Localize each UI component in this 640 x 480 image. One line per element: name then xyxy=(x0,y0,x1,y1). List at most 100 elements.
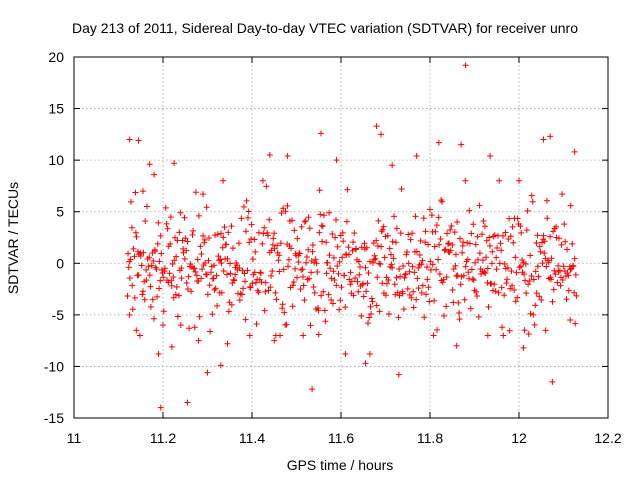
data-point xyxy=(312,256,319,263)
data-point xyxy=(496,260,503,267)
data-point xyxy=(139,188,146,195)
data-point xyxy=(182,235,189,242)
data-point xyxy=(482,270,489,277)
data-point xyxy=(406,292,413,299)
data-point xyxy=(557,282,564,289)
data-point xyxy=(373,237,380,244)
data-point xyxy=(269,268,276,275)
data-point xyxy=(409,263,416,270)
data-point xyxy=(513,269,520,276)
data-point xyxy=(311,289,318,296)
data-point xyxy=(246,332,253,339)
data-point xyxy=(249,256,256,263)
data-point xyxy=(474,293,481,300)
data-point xyxy=(192,268,199,275)
data-point xyxy=(197,243,204,250)
data-point xyxy=(203,204,210,211)
data-point xyxy=(447,226,454,233)
data-point xyxy=(388,261,395,268)
data-point xyxy=(244,267,251,274)
data-point xyxy=(164,225,171,232)
data-point xyxy=(158,267,165,274)
data-point xyxy=(225,308,232,315)
data-point xyxy=(156,258,163,265)
data-point xyxy=(333,216,340,223)
data-point xyxy=(374,242,381,249)
data-point xyxy=(199,266,206,273)
data-point xyxy=(535,273,542,280)
data-point xyxy=(304,276,311,283)
data-point xyxy=(353,245,360,252)
data-point xyxy=(506,215,513,222)
data-point xyxy=(366,351,373,358)
data-point xyxy=(266,216,273,223)
data-point xyxy=(459,249,466,256)
data-point xyxy=(177,209,184,216)
data-point xyxy=(517,263,524,270)
data-point xyxy=(433,266,440,273)
data-point xyxy=(428,212,435,219)
data-point xyxy=(302,217,309,224)
data-point xyxy=(414,275,421,282)
data-point xyxy=(372,255,379,262)
data-point xyxy=(154,293,161,300)
x-tick-label: 11.4 xyxy=(239,430,265,446)
data-point xyxy=(217,362,224,369)
data-point xyxy=(510,239,517,246)
data-point xyxy=(571,148,578,155)
data-point xyxy=(461,296,468,303)
data-point xyxy=(337,297,344,304)
data-point xyxy=(194,256,201,263)
data-point xyxy=(534,232,541,239)
data-point xyxy=(262,288,269,295)
data-point xyxy=(560,263,567,270)
data-point xyxy=(279,301,286,308)
data-point xyxy=(484,279,491,286)
data-point xyxy=(144,203,151,210)
data-point xyxy=(365,270,372,277)
data-point xyxy=(215,253,222,260)
x-tick-label: 11 xyxy=(67,430,82,446)
data-point xyxy=(127,256,134,263)
data-point xyxy=(183,279,190,286)
data-point xyxy=(565,272,572,279)
data-point xyxy=(125,250,132,257)
data-point xyxy=(373,302,380,309)
data-point xyxy=(263,183,270,190)
data-point xyxy=(316,229,323,236)
data-point xyxy=(214,231,221,238)
data-point xyxy=(561,221,568,228)
data-point xyxy=(378,228,385,235)
data-point xyxy=(291,227,298,234)
data-point xyxy=(210,262,217,269)
data-point xyxy=(238,291,245,298)
data-point xyxy=(338,284,345,291)
data-point xyxy=(132,229,139,236)
data-point xyxy=(567,266,574,273)
data-point xyxy=(170,294,177,301)
data-point xyxy=(423,264,430,271)
data-point xyxy=(138,262,145,269)
data-point xyxy=(395,314,402,321)
data-point xyxy=(167,240,174,247)
data-point xyxy=(131,253,138,260)
data-point xyxy=(201,236,208,243)
data-point xyxy=(237,290,244,297)
data-point xyxy=(333,282,340,289)
data-point xyxy=(297,286,304,293)
data-point xyxy=(377,261,384,268)
data-point xyxy=(303,253,310,260)
data-point xyxy=(218,289,225,296)
data-point xyxy=(259,177,266,184)
data-point xyxy=(473,288,480,295)
data-point xyxy=(300,332,307,339)
data-point xyxy=(295,259,302,266)
data-point xyxy=(225,229,232,236)
data-point xyxy=(313,260,320,267)
data-point xyxy=(220,234,227,241)
data-point xyxy=(570,263,577,270)
data-point xyxy=(543,197,550,204)
data-point xyxy=(508,268,515,275)
data-point xyxy=(243,197,250,204)
data-point xyxy=(322,318,329,325)
